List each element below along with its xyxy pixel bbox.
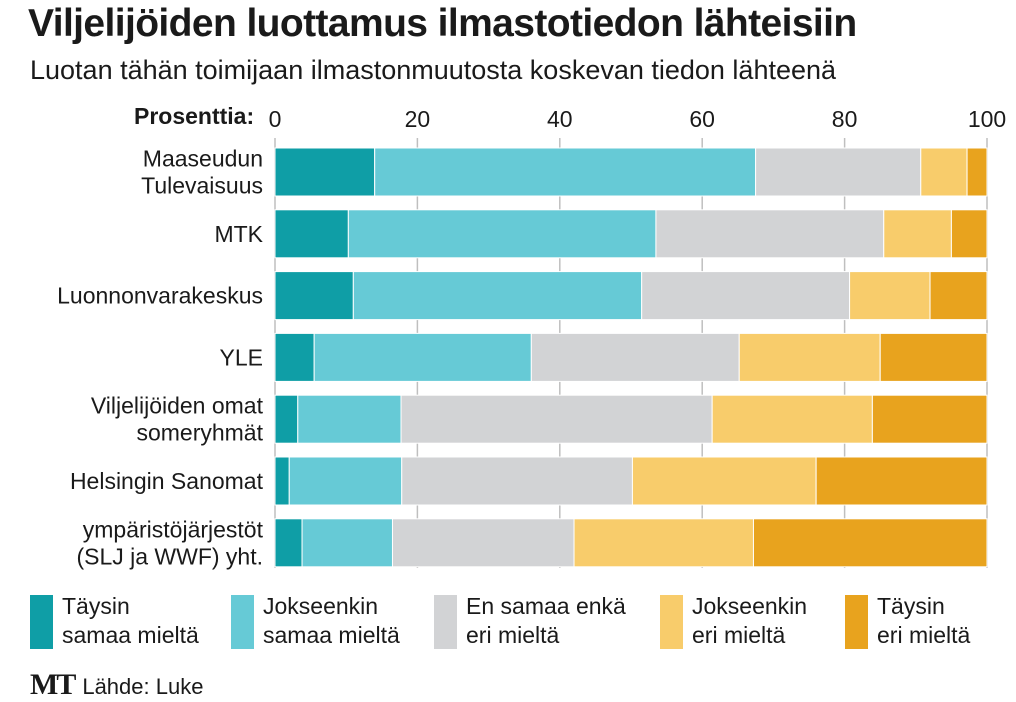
x-tick-label: 100 xyxy=(968,106,1006,132)
bar-segment xyxy=(297,394,402,444)
bar-segment xyxy=(274,209,349,259)
bar-segment xyxy=(871,394,988,444)
bar-segment xyxy=(347,209,657,259)
x-tick-label: 40 xyxy=(547,106,573,132)
category-label: MTK xyxy=(214,221,263,247)
bar-segment xyxy=(641,271,851,321)
chart-title: Viljelijöiden luottamus ilmastotiedon lä… xyxy=(28,2,857,45)
legend-swatch xyxy=(660,595,683,649)
bar-segment xyxy=(374,147,757,197)
category-label: Maaseudun Tulevaisuus xyxy=(141,146,263,199)
legend-label: En samaa enkä eri mieltä xyxy=(466,593,626,648)
bar-segment xyxy=(815,456,988,506)
legend-swatch xyxy=(845,595,868,649)
bar-segment xyxy=(711,394,873,444)
bar-segment xyxy=(883,209,952,259)
bar-segment xyxy=(530,332,740,382)
bar-segment xyxy=(929,271,988,321)
category-label: Viljelijöiden omat someryhmät xyxy=(91,393,264,446)
bar-segment xyxy=(401,456,633,506)
category-label: Helsingin Sanomat xyxy=(70,468,264,494)
bar-segment xyxy=(400,394,713,444)
footer: MT Lähde: Luke xyxy=(30,668,203,702)
category-label: ympäristöjärjestöt (SLJ ja WWF) yht. xyxy=(76,516,263,569)
bar-segment xyxy=(752,518,988,568)
chart-subtitle: Luotan tähän toimijaan ilmastonmuutosta … xyxy=(30,55,837,85)
x-tick-label: 0 xyxy=(269,106,282,132)
bar-segment xyxy=(849,271,931,321)
bar-segment xyxy=(573,518,754,568)
legend-label: Täysin eri mieltä xyxy=(877,593,971,648)
category-label: YLE xyxy=(220,344,263,370)
bar-segment xyxy=(301,518,393,568)
bar-segment xyxy=(391,518,575,568)
bar-segment xyxy=(274,518,303,568)
bar-segment xyxy=(755,147,922,197)
legend-swatch xyxy=(434,595,457,649)
bar-segment xyxy=(274,271,354,321)
bar-segment xyxy=(274,332,315,382)
bar-segment xyxy=(879,332,988,382)
source-note: Lähde: Luke xyxy=(82,674,204,699)
legend-label: Jokseenkin samaa mieltä xyxy=(263,593,400,648)
bar-segment xyxy=(288,456,403,506)
category-label: Luonnonvarakeskus xyxy=(57,283,263,309)
x-tick-label: 80 xyxy=(832,106,858,132)
bar-segment xyxy=(920,147,968,197)
bar-segment xyxy=(655,209,885,259)
mt-logo: MT xyxy=(30,668,76,701)
legend-swatch xyxy=(30,595,53,649)
bar-segment xyxy=(950,209,988,259)
x-axis-label: Prosenttia: xyxy=(134,103,255,129)
bar-segment xyxy=(274,147,376,197)
bar-segment xyxy=(274,456,290,506)
bar-segment xyxy=(313,332,532,382)
bar-segment xyxy=(966,147,988,197)
x-tick-label: 60 xyxy=(689,106,715,132)
legend-label: Täysin samaa mieltä xyxy=(62,593,199,648)
x-tick-label: 20 xyxy=(405,106,431,132)
bar-segment xyxy=(274,394,299,444)
bar-segment xyxy=(352,271,643,321)
bar-segment xyxy=(738,332,881,382)
bar-segment xyxy=(631,456,817,506)
legend-label: Jokseenkin eri mieltä xyxy=(692,593,808,648)
legend-swatch xyxy=(231,595,254,649)
